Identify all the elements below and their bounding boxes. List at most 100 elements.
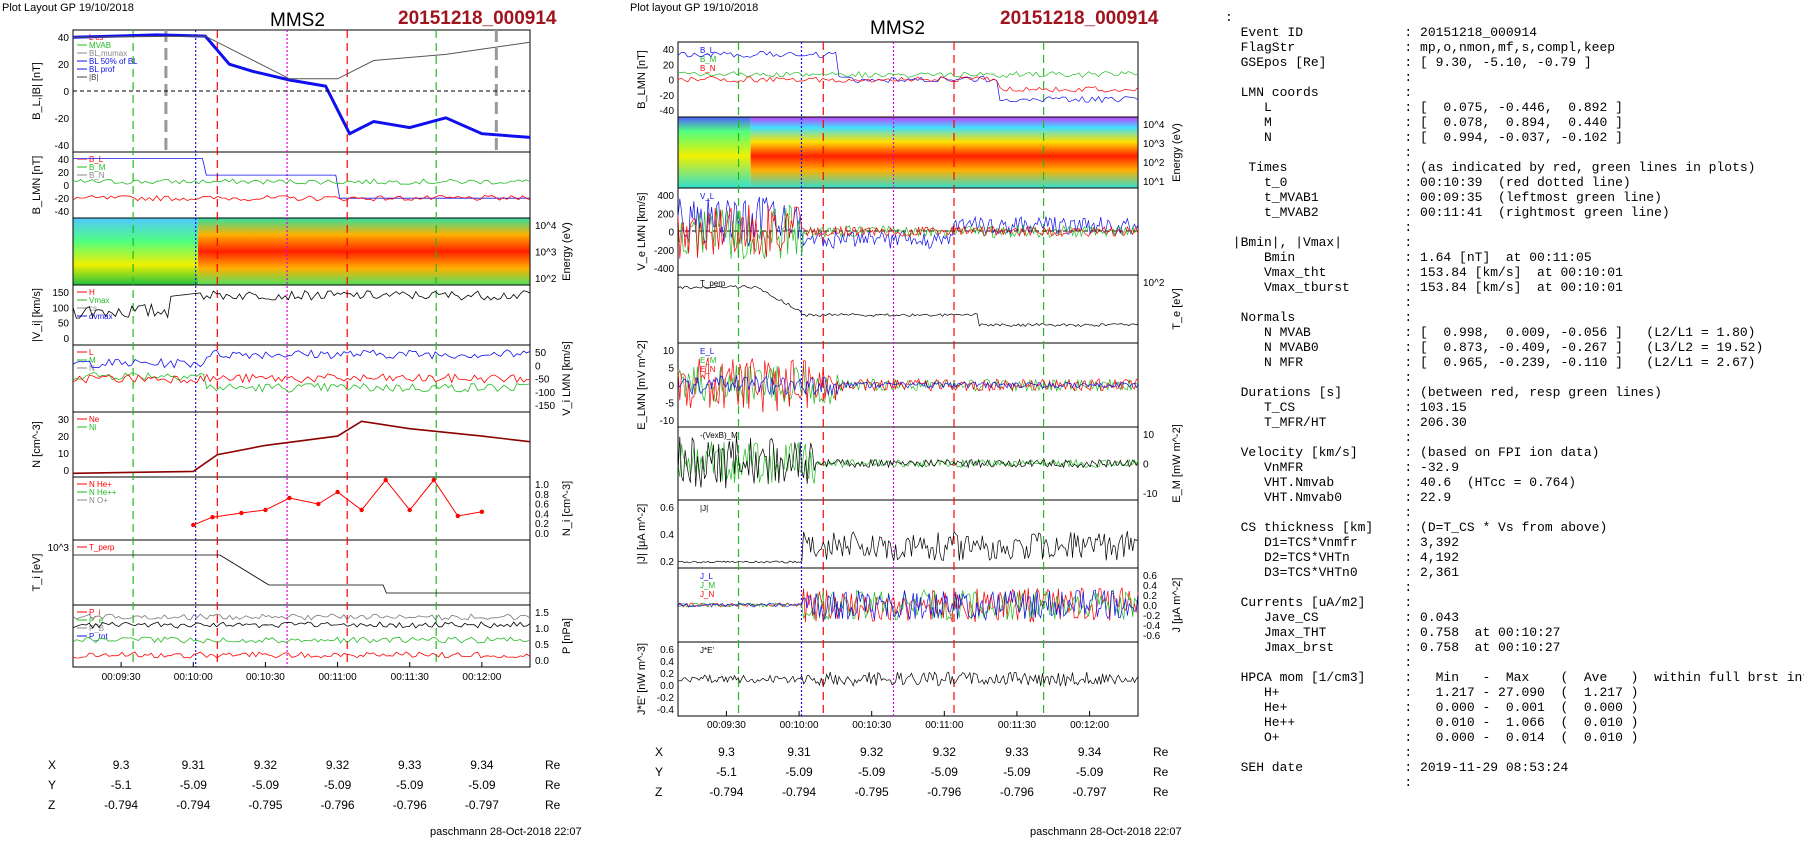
mid-time-tick-label: 00:11:00 xyxy=(925,720,964,731)
mid-y-axis-label: J*E' [nW m^-3] xyxy=(636,643,648,715)
event-table-row: : xyxy=(1225,580,1413,595)
left-y-tick-label: -20 xyxy=(55,194,70,205)
left-y-tick-label: -20 xyxy=(55,114,70,125)
mid-legend-label: J_N xyxy=(700,590,714,599)
coord-value: -5.1 xyxy=(110,778,132,792)
left-Bmag-line xyxy=(72,35,531,80)
coord-value: -5.09 xyxy=(1075,765,1104,779)
mid-y-tick-label: 0.2 xyxy=(660,557,674,568)
left-panel-frame xyxy=(72,476,531,541)
left-legend-label: Vmax xyxy=(89,296,109,305)
left-y-tick-label: 100 xyxy=(52,303,69,314)
left-y-tick-label: -40 xyxy=(55,207,70,218)
event-table-row: Velocity [km/s] : (based on FPI ion data… xyxy=(1225,445,1600,460)
event-table-row: L : [ 0.075, -0.446, 0.892 ] xyxy=(1225,100,1623,115)
event-table-row: N MVAB0 : [ 0.873, -0.409, -0.267 ] (L3/… xyxy=(1225,340,1764,355)
event-table-row: GSEpos [Re] : [ 9.30, -5.10, -0.79 ] xyxy=(1225,55,1592,70)
left-y-tick-label: 10^2 xyxy=(535,274,557,285)
coord-row-label: X xyxy=(48,758,57,772)
mid-time-tick-label: 00:10:00 xyxy=(780,720,819,731)
left-legend-label: H xyxy=(89,288,95,297)
mid-y-tick-label: 10^2 xyxy=(1143,158,1165,169)
left-legend-label: P_e xyxy=(89,616,104,625)
left-legend-label: BL 50% of BL xyxy=(89,57,138,66)
event-table-row: He+ : 0.000 - 0.001 ( 0.000 ) xyxy=(1225,700,1639,715)
mid-EL-series xyxy=(677,365,1139,405)
left-y-tick-label: 1.0 xyxy=(535,480,549,491)
left-panel-frame xyxy=(72,151,531,219)
left-legend-label: P_B xyxy=(89,624,104,633)
event-table-row: t_MVAB2 : 00:11:41 (rightmost green line… xyxy=(1225,205,1670,220)
event-table-row: t_MVAB1 : 00:09:35 (leftmost green line) xyxy=(1225,190,1662,205)
event-table-row: He++ : 0.010 - 1.066 ( 0.010 ) xyxy=(1225,715,1639,730)
mid-EM-series xyxy=(677,374,1139,396)
event-table-row: N MVAB : [ 0.998, 0.009, -0.056 ] (L2/L1… xyxy=(1225,325,1756,340)
mid-panel-frame xyxy=(677,499,1139,569)
mid-panel-frame xyxy=(677,274,1139,344)
left-y-axis-label: Energy (eV) xyxy=(561,222,573,281)
event-table-row: Jmax_brst : 0.758 at 00:10:27 xyxy=(1225,640,1561,655)
mid-y-tick-label: 0.6 xyxy=(660,645,674,656)
event-table-row: T_MFR/HT : 206.30 xyxy=(1225,415,1467,430)
left-y-axis-label: B_LMN [nT] xyxy=(31,156,43,215)
left-y-tick-label: 10 xyxy=(58,449,70,460)
event-table-row: Currents [uA/m2] : xyxy=(1225,595,1413,610)
mid-VexB-green xyxy=(677,441,1139,484)
mid-y-tick-label: -20 xyxy=(660,91,675,102)
left-y-tick-label: -50 xyxy=(535,375,550,386)
left-event-title: 20151218_000914 xyxy=(398,8,557,29)
left-panel-frame xyxy=(72,284,531,346)
mid-y-tick-label: 10^1 xyxy=(1143,177,1165,188)
left-y-tick-label: 0 xyxy=(63,466,69,477)
mid-y-tick-label: -10 xyxy=(660,416,675,427)
mid-legend-label: B_M xyxy=(700,55,717,64)
left-Hepp-point xyxy=(479,509,485,514)
left-y-tick-label: 0 xyxy=(535,361,541,372)
left-y-tick-label: -40 xyxy=(55,141,70,152)
left-legend-label: N He++ xyxy=(89,488,117,497)
mid-time-tick-label: 00:09:30 xyxy=(707,720,746,731)
left-legend-label: Ne xyxy=(89,415,100,424)
coord-value: -5.09 xyxy=(323,778,352,792)
coord-value: -5.09 xyxy=(179,778,207,792)
mid-y-axis-label: |J| [μA m^-2] xyxy=(636,504,648,565)
coord-value: 9.31 xyxy=(787,745,811,759)
left-BLMN-series xyxy=(72,178,531,185)
left-time-tick-label: 00:10:00 xyxy=(174,672,213,683)
left-pressure-series xyxy=(72,613,531,621)
left-y-axis-label: B_L,|B| [nT] xyxy=(31,62,43,120)
event-table-row: Jave_CS : 0.043 xyxy=(1225,610,1460,625)
left-y-axis-label: T_i [eV] xyxy=(31,554,43,592)
mid-y-tick-label: -0.2 xyxy=(1143,611,1161,622)
coord-value: -5.09 xyxy=(468,778,496,792)
mid-JM-series xyxy=(677,589,1139,621)
left-y-tick-label: 10^3 xyxy=(535,248,557,259)
mid-BN-series xyxy=(677,76,1139,93)
event-table-row: LMN coords : xyxy=(1225,85,1413,100)
left-y-tick-label: 10^4 xyxy=(535,221,557,232)
left-Vi-line xyxy=(72,290,531,319)
event-table-row: D3=TCS*VHTn0 : 2,361 xyxy=(1225,565,1460,580)
event-table-row: M : [ 0.078, 0.894, 0.440 ] xyxy=(1225,115,1623,130)
coord-value: 9.33 xyxy=(398,758,422,772)
coord-value: -0.796 xyxy=(320,798,355,812)
left-Ni-line xyxy=(72,420,531,475)
event-table-row: Vmax_tht : 153.84 [km/s] at 00:10:01 xyxy=(1225,265,1623,280)
mid-legend-label: J*E' xyxy=(700,646,714,655)
left-legend-label: M xyxy=(89,356,96,365)
mid-y-tick-label: -10 xyxy=(1143,489,1158,500)
mid-BM-series xyxy=(677,70,1139,79)
left-y-tick-label: 1.5 xyxy=(535,608,549,619)
left-y-tick-label: 150 xyxy=(52,288,69,299)
mid-JE-series xyxy=(677,671,1139,687)
left-Hepp-point xyxy=(431,477,436,483)
event-table-row: Times : (as indicated by red, green line… xyxy=(1225,160,1756,175)
event-table-row: : xyxy=(1225,655,1413,670)
event-table-row: : xyxy=(1225,370,1413,385)
left-ViLMN-series xyxy=(72,349,531,369)
mid-panel-frame xyxy=(677,641,1139,717)
event-table-row: : xyxy=(1225,430,1413,445)
left-time-tick-label: 00:11:30 xyxy=(391,672,430,683)
mid-BL-series xyxy=(677,51,1139,104)
